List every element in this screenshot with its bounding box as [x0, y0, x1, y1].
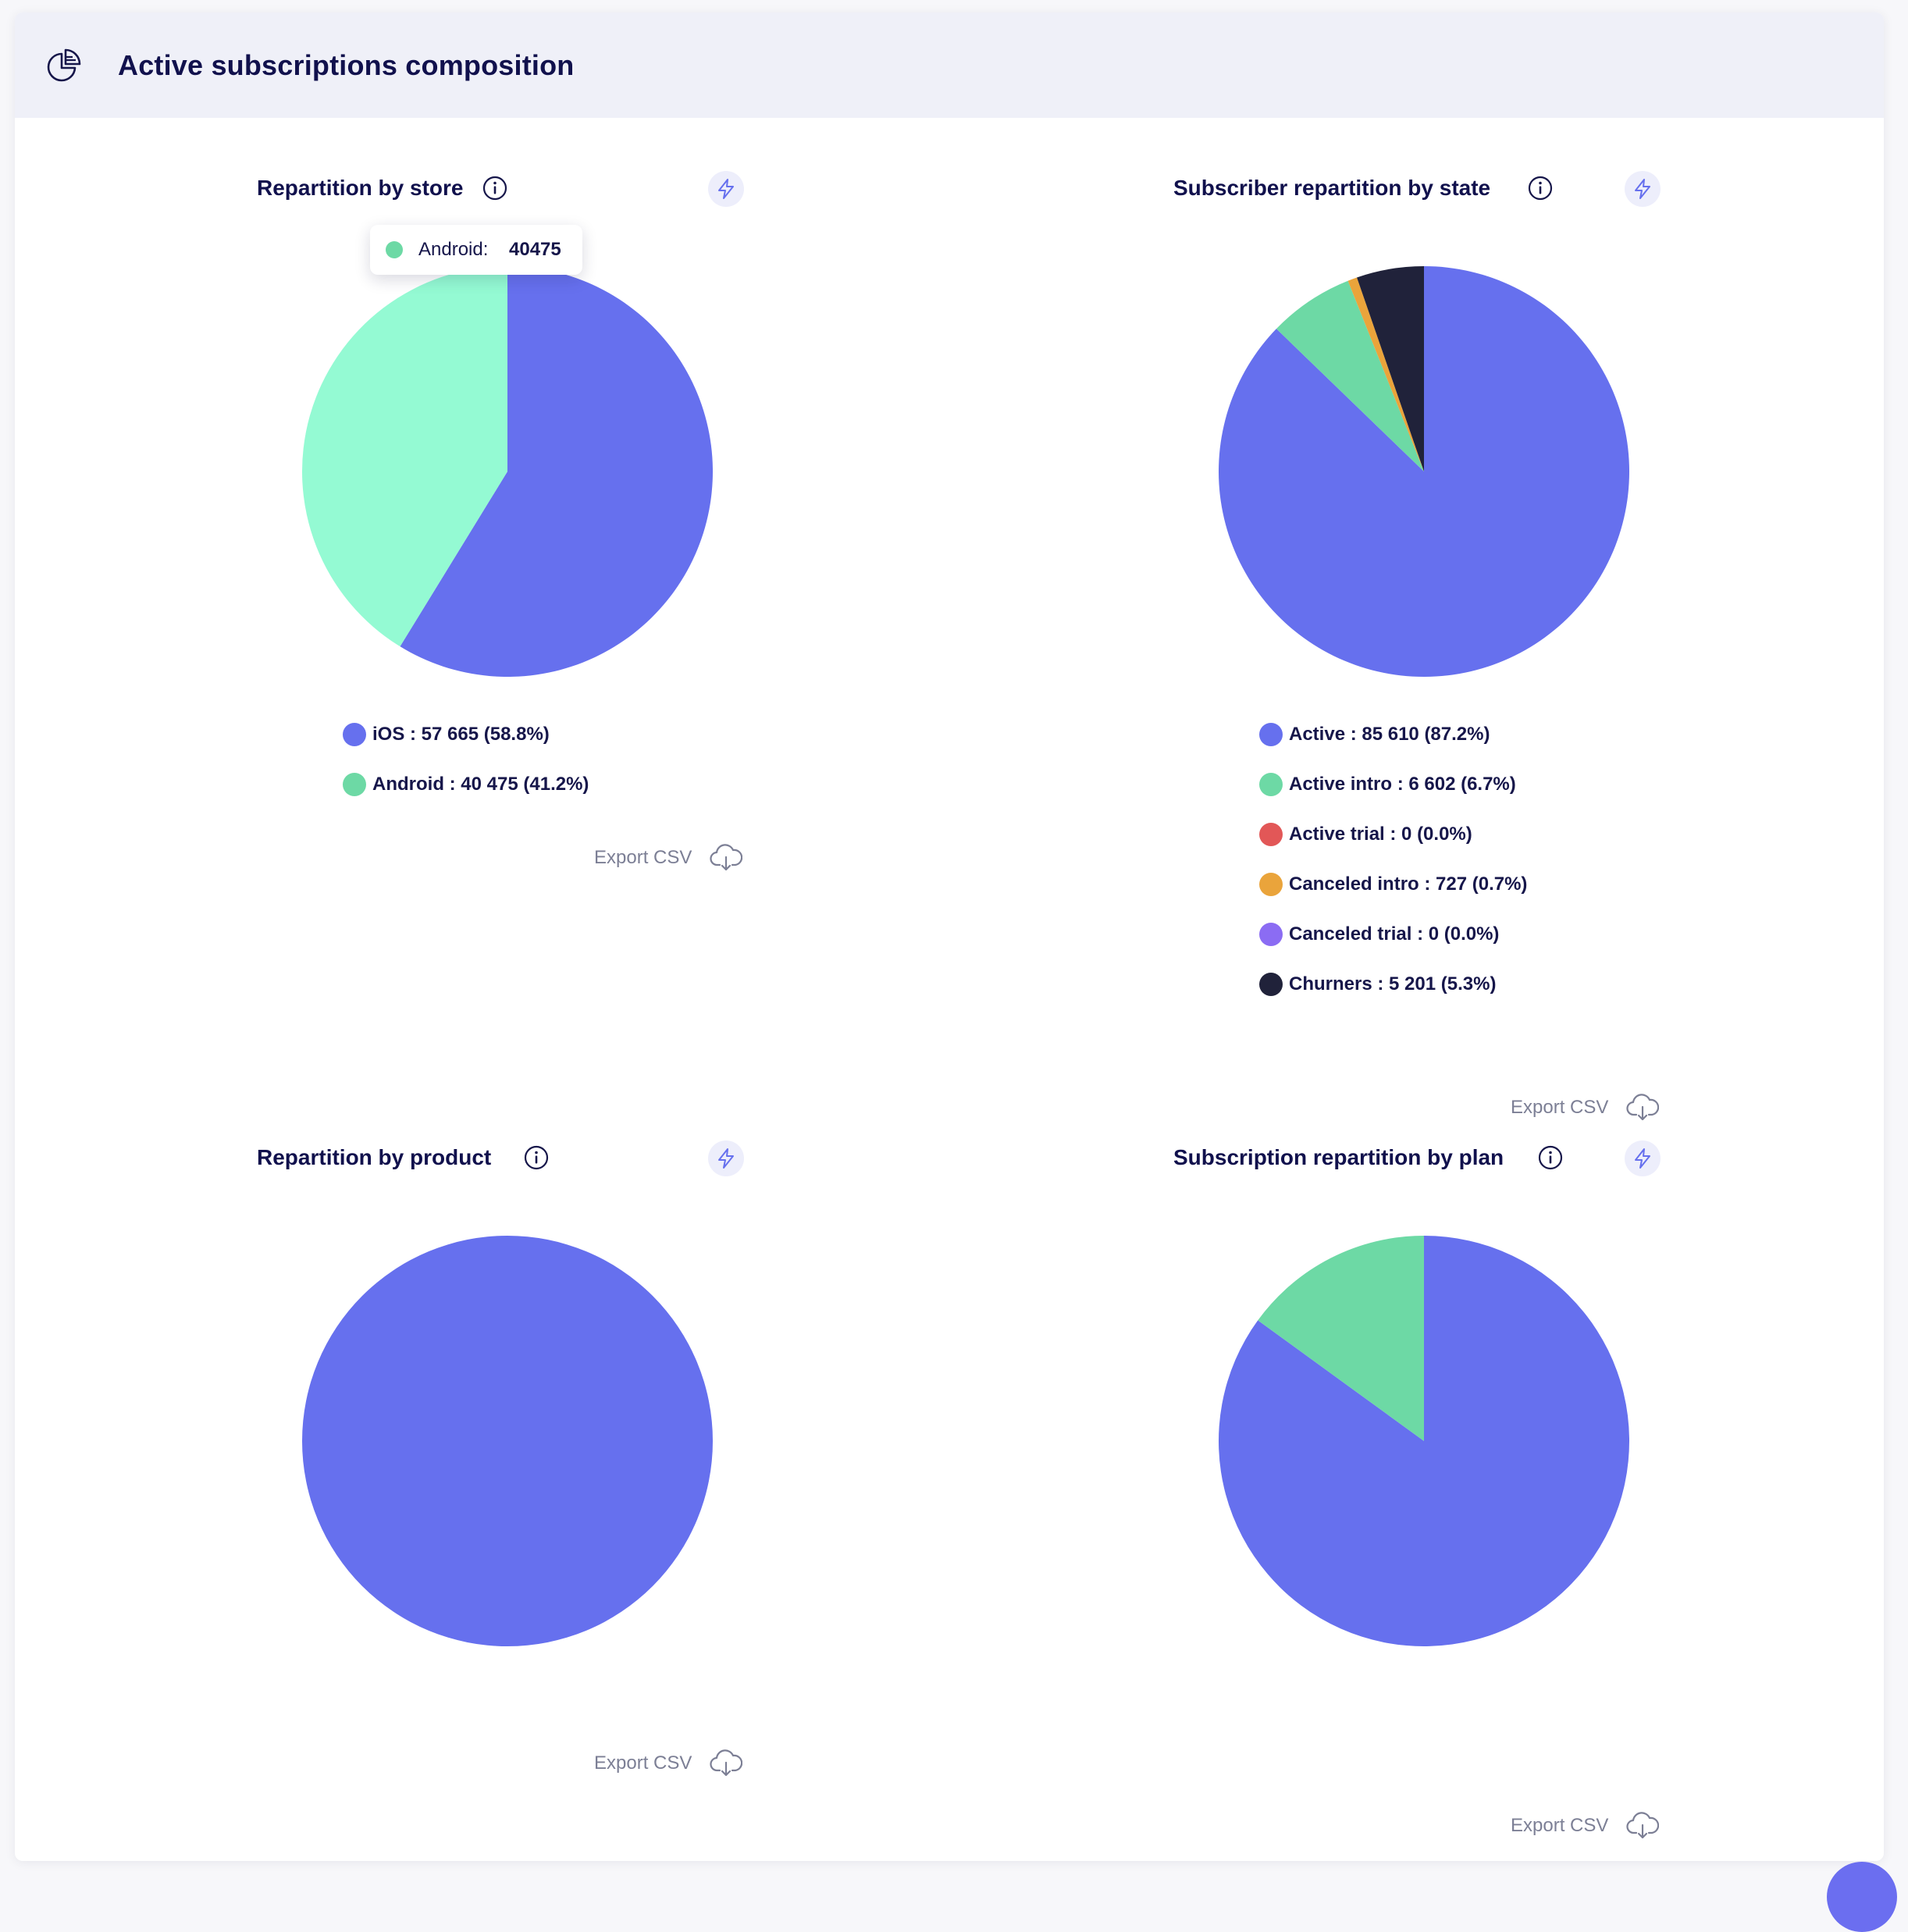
cloud-download-icon: [710, 1748, 742, 1779]
info-icon[interactable]: [1527, 175, 1554, 201]
legend-item: Churners : 5 201 (5.3%): [1259, 959, 1527, 1009]
bolt-icon: [715, 1147, 737, 1169]
card-title: Active subscriptions composition: [118, 12, 575, 118]
pie-chart-product: [302, 1236, 713, 1646]
legend-dot: [1259, 873, 1283, 896]
panel-title-store: Repartition by store: [257, 165, 463, 212]
bolt-button[interactable]: [1625, 1140, 1661, 1176]
legend-label: Active intro : 6 602 (6.7%): [1289, 774, 1516, 795]
export-csv-button[interactable]: Export CSV: [1511, 1091, 1667, 1125]
legend-state: Active : 85 610 (87.2%) Active intro : 6…: [1259, 710, 1527, 1009]
legend-label: iOS : 57 665 (58.8%): [372, 724, 550, 745]
chat-launcher-button[interactable]: [1827, 1862, 1897, 1932]
bolt-icon: [1632, 1147, 1653, 1169]
legend-item: Active : 85 610 (87.2%): [1259, 710, 1527, 760]
bolt-icon: [715, 178, 737, 200]
pie-slice-0[interactable]: [302, 1236, 713, 1646]
card-header: Active subscriptions composition: [15, 12, 1884, 118]
legend-item: Active trial : 0 (0.0%): [1259, 809, 1527, 859]
legend-label: Canceled intro : 727 (0.7%): [1289, 873, 1527, 895]
legend-dot: [343, 773, 366, 796]
export-csv-label: Export CSV: [594, 847, 692, 868]
legend-dot: [1259, 823, 1283, 846]
export-csv-label: Export CSV: [594, 1752, 692, 1774]
info-icon[interactable]: [523, 1144, 550, 1171]
info-icon[interactable]: [1537, 1144, 1564, 1171]
bolt-button[interactable]: [708, 1140, 744, 1176]
export-csv-button[interactable]: Export CSV: [594, 841, 750, 875]
legend-label: Active : 85 610 (87.2%): [1289, 724, 1490, 745]
cloud-download-icon: [1626, 1810, 1659, 1841]
cloud-download-icon: [1626, 1092, 1659, 1123]
panel-state: Subscriber repartition by state Active :…: [1173, 165, 1657, 1101]
info-icon[interactable]: [482, 175, 508, 201]
legend-label: Churners : 5 201 (5.3%): [1289, 973, 1496, 994]
pie-chart-icon: [44, 47, 84, 86]
legend-item: Android : 40 475 (41.2%): [343, 760, 589, 809]
tooltip-label: Android:: [418, 225, 488, 275]
tooltip-dot: [386, 241, 403, 258]
panel-title-state: Subscriber repartition by state: [1173, 165, 1490, 212]
legend-item: Active intro : 6 602 (6.7%): [1259, 760, 1527, 809]
legend-dot: [1259, 723, 1283, 746]
bolt-button[interactable]: [1625, 171, 1661, 207]
pie-chart-store: [302, 266, 713, 677]
legend-dot: [343, 723, 366, 746]
panel-title-product: Repartition by product: [257, 1134, 491, 1181]
export-csv-label: Export CSV: [1511, 1815, 1608, 1836]
pie-chart-state: [1219, 266, 1629, 677]
legend-item: Canceled trial : 0 (0.0%): [1259, 909, 1527, 959]
legend-item: Canceled intro : 727 (0.7%): [1259, 859, 1527, 909]
chart-tooltip: Android: 40475: [370, 225, 582, 275]
legend-label: Canceled trial : 0 (0.0%): [1289, 923, 1499, 945]
legend-dot: [1259, 773, 1283, 796]
bolt-button[interactable]: [708, 171, 744, 207]
export-csv-label: Export CSV: [1511, 1097, 1608, 1118]
cloud-download-icon: [710, 842, 742, 873]
tooltip-value: 40475: [509, 225, 561, 275]
export-csv-button[interactable]: Export CSV: [594, 1746, 750, 1781]
panel-title-plan: Subscription repartition by plan: [1173, 1134, 1504, 1181]
legend-item: iOS : 57 665 (58.8%): [343, 710, 589, 760]
pie-chart-plan: [1219, 1236, 1629, 1646]
bolt-icon: [1632, 178, 1653, 200]
legend-label: Android : 40 475 (41.2%): [372, 774, 589, 795]
legend-dot: [1259, 923, 1283, 946]
legend-dot: [1259, 973, 1283, 996]
legend-label: Active trial : 0 (0.0%): [1289, 824, 1472, 845]
export-csv-button[interactable]: Export CSV: [1511, 1809, 1667, 1843]
legend-store: iOS : 57 665 (58.8%) Android : 40 475 (4…: [343, 710, 589, 809]
panel-product: Repartition by product Export CSV: [257, 1134, 741, 1806]
active-subscriptions-card: Active subscriptions composition Reparti…: [15, 12, 1884, 1861]
panel-plan: Subscription repartition by plan Export …: [1173, 1134, 1657, 1837]
